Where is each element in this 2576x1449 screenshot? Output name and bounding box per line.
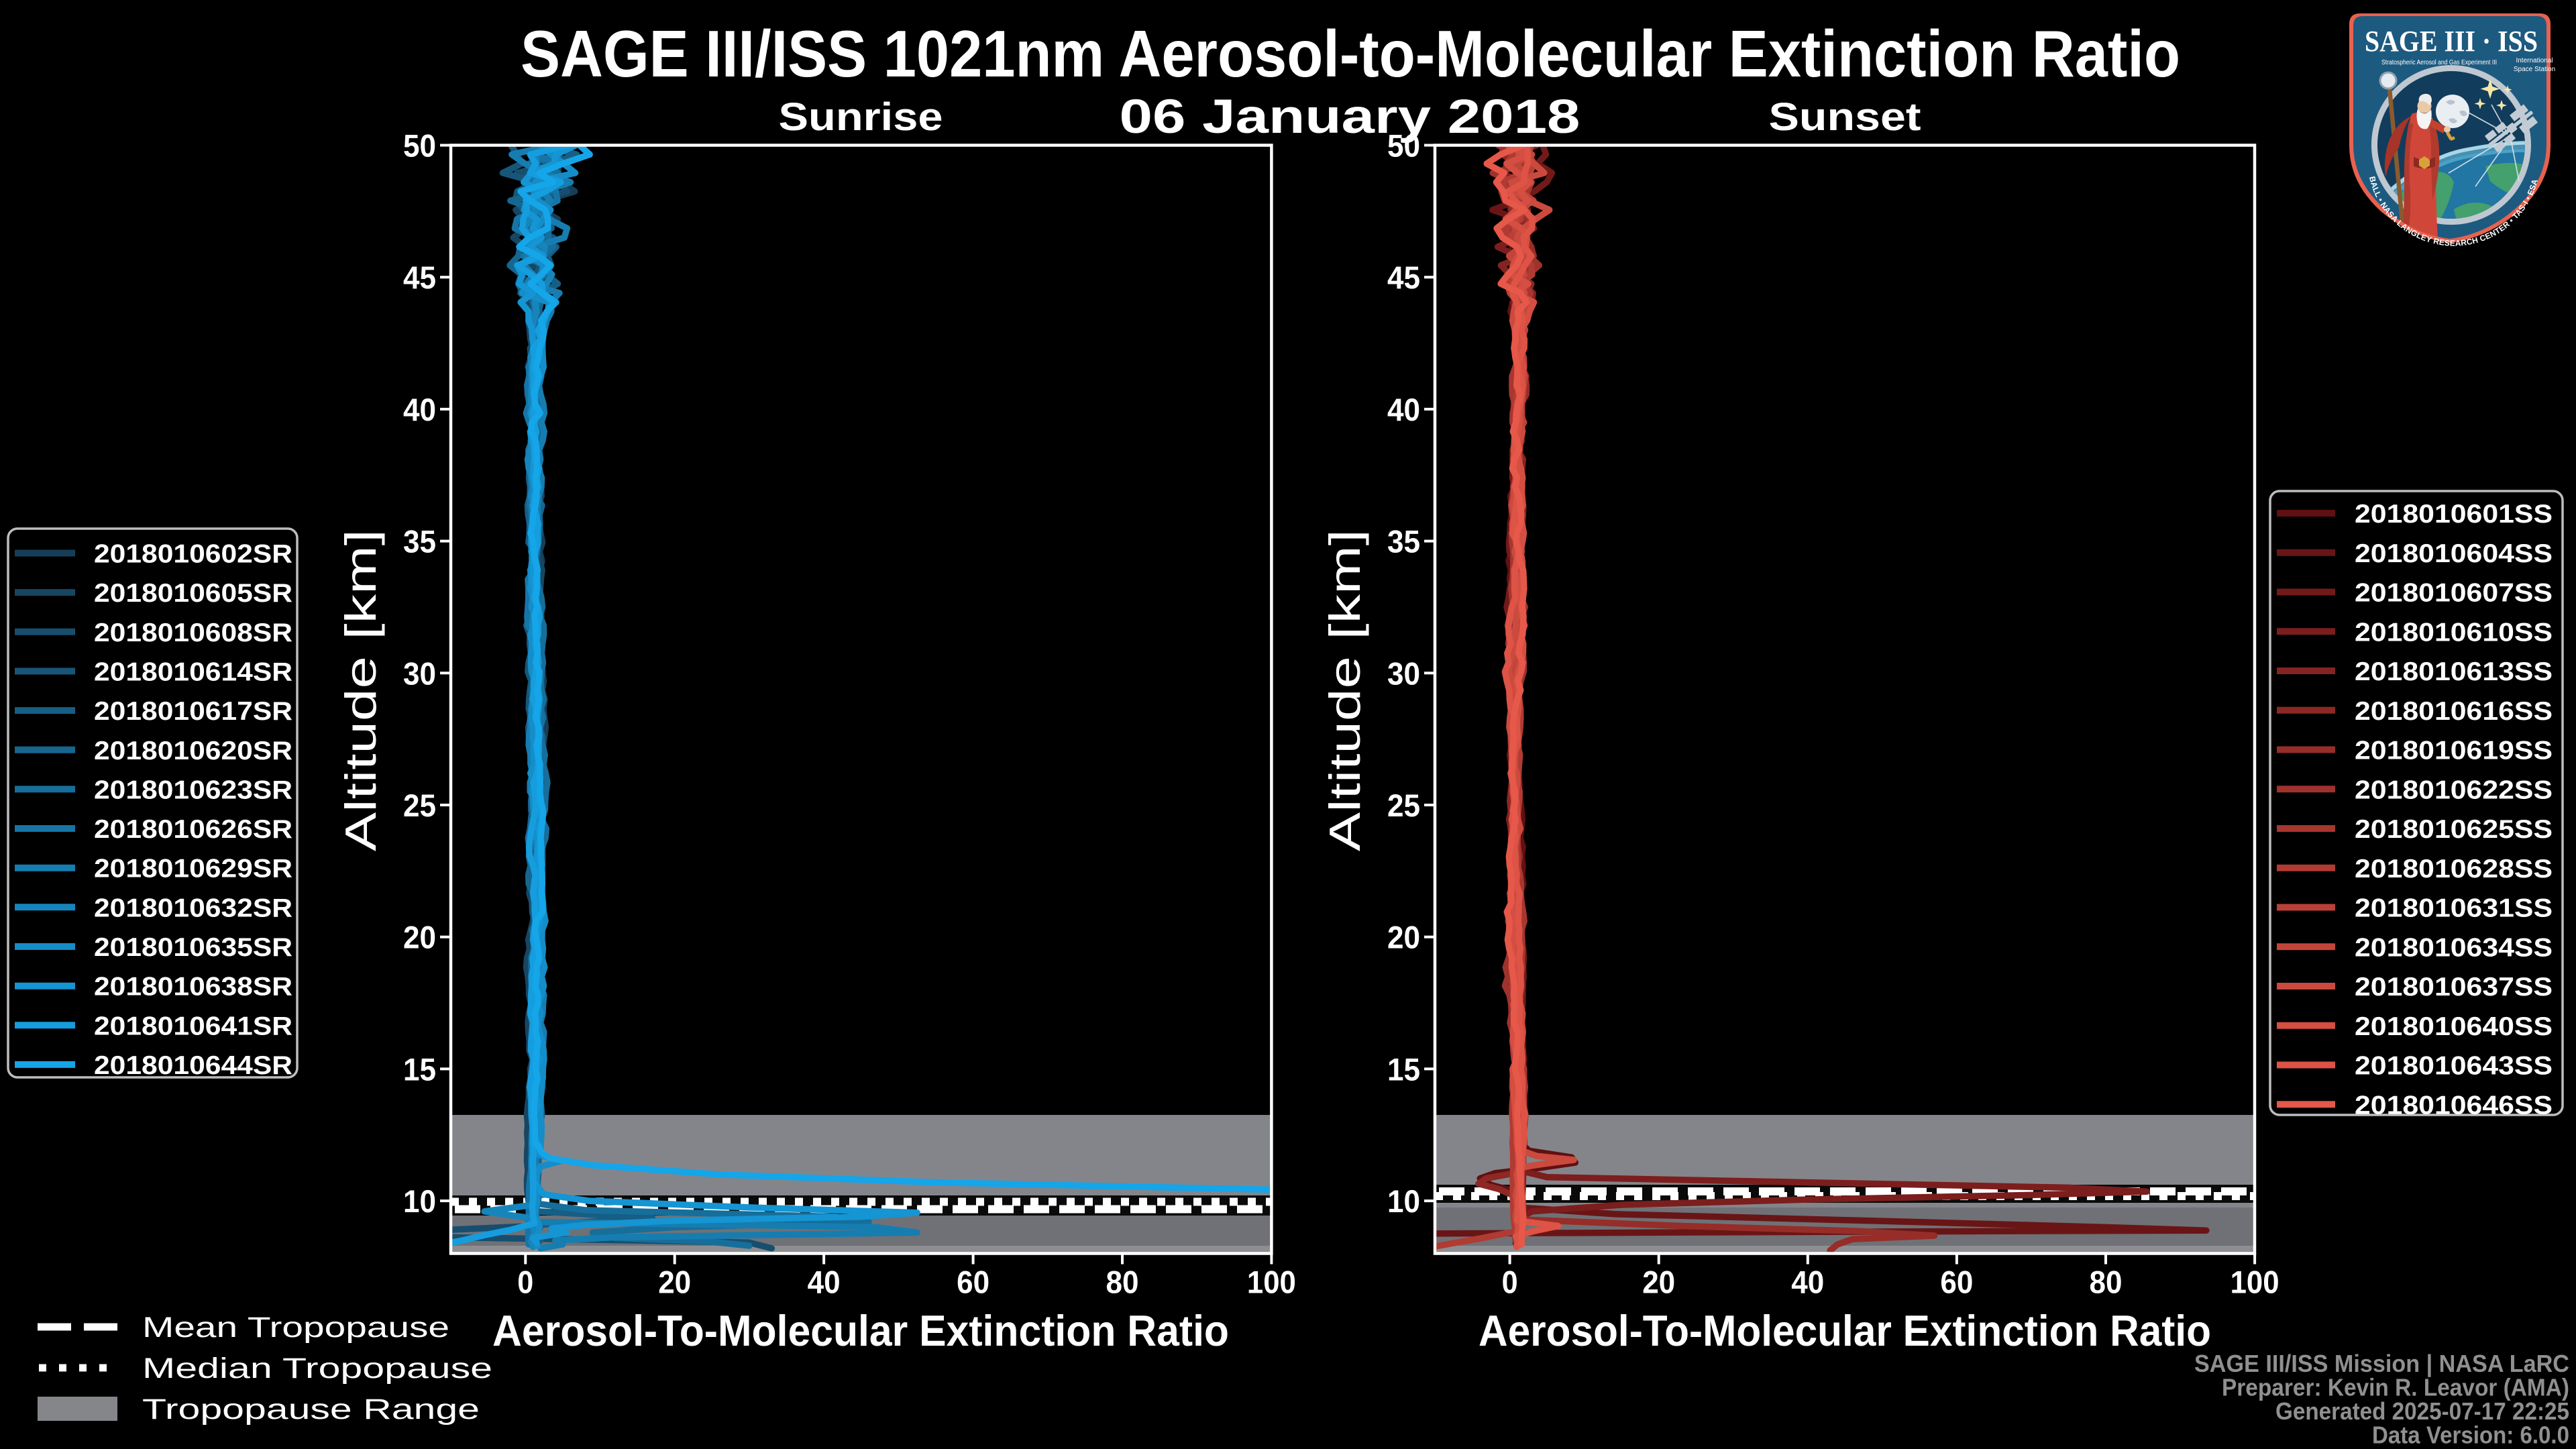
svg-text:SAGE III/ISS 1021nm Aerosol-to: SAGE III/ISS 1021nm Aerosol-to-Molecular…	[521, 17, 2180, 91]
svg-text:0: 0	[517, 1265, 533, 1300]
svg-text:2018010619SS: 2018010619SS	[2355, 737, 2553, 765]
svg-text:2018010616SS: 2018010616SS	[2355, 697, 2553, 726]
svg-text:25: 25	[403, 788, 436, 823]
svg-text:2018010617SR: 2018010617SR	[94, 697, 292, 726]
svg-text:35: 35	[1387, 524, 1420, 559]
svg-text:Aerosol-To-Molecular Extinctio: Aerosol-To-Molecular Extinction Ratio	[492, 1306, 1229, 1355]
svg-text:2018010632SR: 2018010632SR	[94, 894, 292, 922]
svg-text:20: 20	[658, 1265, 691, 1300]
svg-text:2018010628SS: 2018010628SS	[2355, 855, 2553, 883]
svg-text:2018010641SR: 2018010641SR	[94, 1012, 292, 1040]
svg-text:2018010607SS: 2018010607SS	[2355, 579, 2553, 608]
svg-text:40: 40	[1387, 392, 1420, 427]
svg-text:2018010640SS: 2018010640SS	[2355, 1012, 2553, 1041]
svg-text:Data Version: 6.0.0: Data Version: 6.0.0	[2372, 1421, 2569, 1449]
svg-text:45: 45	[403, 260, 436, 295]
svg-text:2018010608SR: 2018010608SR	[94, 619, 292, 647]
svg-text:2018010614SR: 2018010614SR	[94, 657, 292, 686]
svg-text:2018010622SS: 2018010622SS	[2355, 775, 2553, 804]
svg-text:30: 30	[1387, 655, 1420, 691]
svg-text:2018010602SR: 2018010602SR	[94, 540, 292, 569]
svg-text:15: 15	[403, 1051, 436, 1087]
svg-text:2018010643SS: 2018010643SS	[2355, 1052, 2553, 1081]
svg-text:Space Station: Space Station	[2514, 66, 2555, 73]
svg-text:20: 20	[1387, 920, 1420, 955]
svg-text:2018010635SR: 2018010635SR	[94, 933, 292, 962]
svg-text:35: 35	[403, 524, 436, 559]
svg-text:45: 45	[1387, 260, 1420, 295]
svg-text:Mean Tropopause: Mean Tropopause	[142, 1311, 449, 1344]
svg-text:Tropopause Range: Tropopause Range	[142, 1393, 480, 1426]
svg-text:40: 40	[1791, 1265, 1824, 1300]
svg-text:0: 0	[1502, 1265, 1518, 1300]
svg-text:2018010631SS: 2018010631SS	[2355, 894, 2553, 923]
svg-text:50: 50	[403, 128, 436, 164]
svg-text:International: International	[2516, 57, 2553, 64]
svg-text:2018010601SS: 2018010601SS	[2355, 500, 2553, 529]
svg-text:SAGE III/ISS Mission | NASA La: SAGE III/ISS Mission | NASA LaRC	[2194, 1350, 2569, 1378]
svg-text:Sunset: Sunset	[1769, 95, 1921, 139]
svg-text:2018010634SS: 2018010634SS	[2355, 933, 2553, 962]
svg-text:2018010637SS: 2018010637SS	[2355, 973, 2553, 1002]
svg-text:Stratospheric Aerosol and Gas: Stratospheric Aerosol and Gas Experiment…	[2381, 59, 2497, 66]
svg-text:15: 15	[1387, 1051, 1420, 1087]
svg-text:100: 100	[1247, 1265, 1296, 1300]
svg-text:25: 25	[1387, 788, 1420, 823]
svg-text:2018010638SR: 2018010638SR	[94, 973, 292, 1002]
svg-text:40: 40	[808, 1265, 841, 1300]
svg-text:2018010629SR: 2018010629SR	[94, 855, 292, 883]
svg-text:2018010625SS: 2018010625SS	[2355, 815, 2553, 844]
svg-text:Altitude [km]: Altitude [km]	[1320, 529, 1369, 851]
svg-text:Generated 2025-07-17 22:25: Generated 2025-07-17 22:25	[2275, 1397, 2569, 1425]
svg-text:80: 80	[1106, 1265, 1139, 1300]
svg-text:60: 60	[957, 1265, 989, 1300]
svg-text:Altitude [km]: Altitude [km]	[336, 529, 385, 851]
svg-text:2018010613SS: 2018010613SS	[2355, 657, 2553, 686]
svg-text:10: 10	[1387, 1183, 1420, 1219]
svg-text:Aerosol-To-Molecular Extinctio: Aerosol-To-Molecular Extinction Ratio	[1479, 1306, 2211, 1355]
svg-text:100: 100	[2231, 1265, 2279, 1300]
svg-text:2018010623SR: 2018010623SR	[94, 775, 292, 804]
svg-text:2018010604SS: 2018010604SS	[2355, 539, 2553, 568]
svg-text:Sunrise: Sunrise	[779, 95, 943, 139]
svg-text:2018010605SR: 2018010605SR	[94, 579, 292, 608]
svg-text:Median Tropopause: Median Tropopause	[142, 1352, 492, 1385]
svg-text:2018010646SS: 2018010646SS	[2355, 1091, 2553, 1120]
svg-text:80: 80	[2090, 1265, 2123, 1300]
svg-text:10: 10	[403, 1183, 436, 1219]
svg-text:20: 20	[1642, 1265, 1675, 1300]
svg-text:Preparer: Kevin R. Leavor (AMA: Preparer: Kevin R. Leavor (AMA)	[2222, 1374, 2569, 1401]
svg-text:2018010626SR: 2018010626SR	[94, 815, 292, 844]
svg-text:2018010620SR: 2018010620SR	[94, 737, 292, 765]
svg-text:60: 60	[1940, 1265, 1973, 1300]
svg-text:SAGE III · ISS: SAGE III · ISS	[2365, 25, 2538, 58]
svg-text:2018010644SR: 2018010644SR	[94, 1051, 292, 1080]
svg-text:20: 20	[403, 920, 436, 955]
svg-text:50: 50	[1387, 128, 1420, 164]
svg-text:30: 30	[403, 655, 436, 691]
svg-text:40: 40	[403, 392, 436, 427]
svg-text:06 January 2018: 06 January 2018	[1120, 91, 1580, 144]
svg-text:2018010610SS: 2018010610SS	[2355, 618, 2553, 647]
